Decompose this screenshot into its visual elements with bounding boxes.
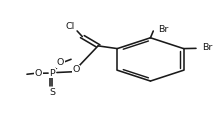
- Text: S: S: [49, 88, 55, 97]
- Text: Br: Br: [202, 44, 213, 52]
- Text: Br: Br: [158, 25, 168, 34]
- Text: Cl: Cl: [66, 22, 75, 32]
- Text: P: P: [49, 68, 55, 78]
- Text: O: O: [57, 58, 64, 67]
- Text: O: O: [72, 65, 80, 74]
- Text: O: O: [35, 68, 42, 78]
